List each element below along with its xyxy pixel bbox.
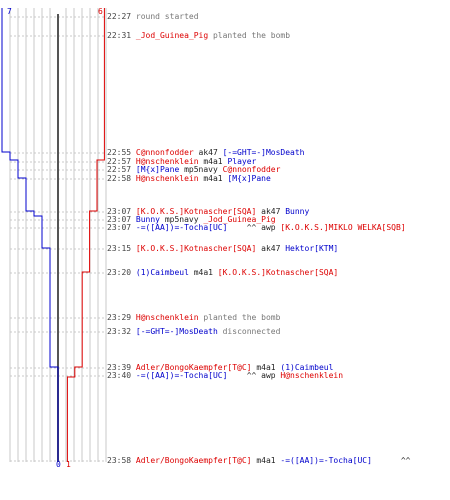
right-count-label: 6 <box>98 7 103 16</box>
event-action: planted the bomb <box>208 31 291 40</box>
player-name: Adler/BongoKaempfer[T@C] <box>135 363 252 372</box>
event-row: 23:29 H@nschenklein planted the bomb <box>107 313 280 323</box>
event-row: 23:40 -=([AA])=-Tocha[UC] ^^ awp H@nsche… <box>107 371 343 381</box>
event-row: 23:07 [K.O.K.S.]Kotnascher[SQA] ak47 Bun… <box>107 207 309 217</box>
player-name: Bunny <box>135 215 160 224</box>
event-weapon: ak47 <box>193 148 223 157</box>
event-row: 23:32 [-=GHT=-]MosDeath disconnected <box>107 327 280 337</box>
event-row: 23:20 (1)Caimbeul m4a1 [K.O.K.S.]Kotnasc… <box>107 268 338 278</box>
event-time: 23:40 <box>107 371 136 380</box>
event-action: disconnected <box>217 327 281 336</box>
player-name: [K.O.K.S.]Kotnascher[SQA] <box>135 207 257 216</box>
event-time: 23:15 <box>107 244 136 253</box>
player-name: -=([AA])=-Tocha[UC] <box>135 371 228 380</box>
event-time: 22:57 <box>107 165 136 174</box>
player-name: H@nschenklein <box>135 313 199 322</box>
event-time: 22:57 <box>107 157 136 166</box>
event-row: 23:58 Adler/BongoKaempfer[T@C] m4a1 -=([… <box>107 456 410 466</box>
event-row: 23:15 [K.O.K.S.]Kotnascher[SQA] ak47 Hek… <box>107 244 338 254</box>
event-action: round started <box>135 12 199 21</box>
player-name: _Jod_Guinea_Pig <box>203 215 276 224</box>
event-row: 22:57 [M{x]Pane mp5navy C@nnonfodder <box>107 165 280 175</box>
player-name: [K.O.K.S.]MIKLO WELKA[SQB] <box>280 223 406 232</box>
event-time: 22:58 <box>107 174 136 183</box>
event-time: 23:07 <box>107 215 136 224</box>
event-time: 22:55 <box>107 148 136 157</box>
player-name: Bunny <box>285 207 310 216</box>
event-row: 22:55 C@nnonfodder ak47 [-=GHT=-]MosDeat… <box>107 148 305 158</box>
player-name: [K.O.K.S.]Kotnascher[SQA] <box>135 244 257 253</box>
bottom-left-count-label: 0 <box>56 460 61 469</box>
player-name: _Jod_Guinea_Pig <box>135 31 209 40</box>
player-name: (1)Caimbeul <box>280 363 334 372</box>
player-name: [K.O.K.S.]Kotnascher[SQA] <box>217 268 339 277</box>
event-time: 23:07 <box>107 223 136 232</box>
event-time: 23:29 <box>107 313 136 322</box>
player-name: [-=GHT=-]MosDeath <box>222 148 305 157</box>
event-row: 22:57 H@nschenklein m4a1 Player <box>107 157 256 167</box>
series-lines <box>1 8 105 462</box>
event-time: 23:07 <box>107 207 136 216</box>
player-name: C@nnonfodder <box>222 165 281 174</box>
player-name: [M{x]Pane <box>135 165 180 174</box>
player-name: [M{x]Pane <box>227 174 271 183</box>
event-weapon: m4a1 <box>198 157 228 166</box>
player-name: (1)Caimbeul <box>135 268 189 277</box>
event-time: 23:58 <box>107 456 136 465</box>
event-time: 22:27 <box>107 12 136 21</box>
event-time: 23:20 <box>107 268 136 277</box>
player-name: H@nschenklein <box>135 157 199 166</box>
player-name: C@nnonfodder <box>135 148 194 157</box>
event-weapon: mp5navy <box>179 165 223 174</box>
event-time: 23:39 <box>107 363 136 372</box>
event-row: 22:31 _Jod_Guinea_Pig planted the bomb <box>107 31 290 41</box>
event-time: 22:31 <box>107 31 136 40</box>
event-action: planted the bomb <box>198 313 281 322</box>
event-weapon: ^^ awp <box>227 371 281 380</box>
event-weapon: m4a1 <box>251 363 281 372</box>
player-name: Adler/BongoKaempfer[T@C] <box>135 456 252 465</box>
red-team-alive-line <box>66 8 105 462</box>
event-weapon: ^^ awp <box>227 223 281 232</box>
event-row: 23:07 -=([AA])=-Tocha[UC] ^^ awp [K.O.K.… <box>107 223 406 233</box>
player-name: Hektor[KTM] <box>285 244 339 253</box>
player-name: Player <box>227 157 257 166</box>
event-row: 22:27 round started <box>107 12 199 22</box>
event-weapon: m4a1 <box>251 456 281 465</box>
left-count-label: 7 <box>7 7 12 16</box>
event-weapon: ak47 <box>256 244 286 253</box>
event-time: 23:32 <box>107 327 136 336</box>
event-weapon: m4a1 <box>188 268 218 277</box>
player-name: -=([AA])=-Tocha[UC] <box>135 223 228 232</box>
event-weapon: m4a1 <box>198 174 228 183</box>
player-name: -=([AA])=-Tocha[UC] <box>280 456 372 465</box>
player-name: H@nschenklein <box>280 371 344 380</box>
event-weapon: ^^ <box>371 456 411 465</box>
event-weapon: mp5navy <box>160 215 204 224</box>
blue-team-alive-line <box>1 8 59 462</box>
event-row: 23:07 Bunny mp5navy _Jod_Guinea_Pig <box>107 215 276 225</box>
event-weapon: ak47 <box>256 207 286 216</box>
bottom-right-count-label: 1 <box>66 460 71 469</box>
event-row: 22:58 H@nschenklein m4a1 [M{x]Pane <box>107 174 271 184</box>
event-row: 23:39 Adler/BongoKaempfer[T@C] m4a1 (1)C… <box>107 363 333 373</box>
player-name: [-=GHT=-]MosDeath <box>135 327 218 336</box>
player-name: H@nschenklein <box>135 174 199 183</box>
